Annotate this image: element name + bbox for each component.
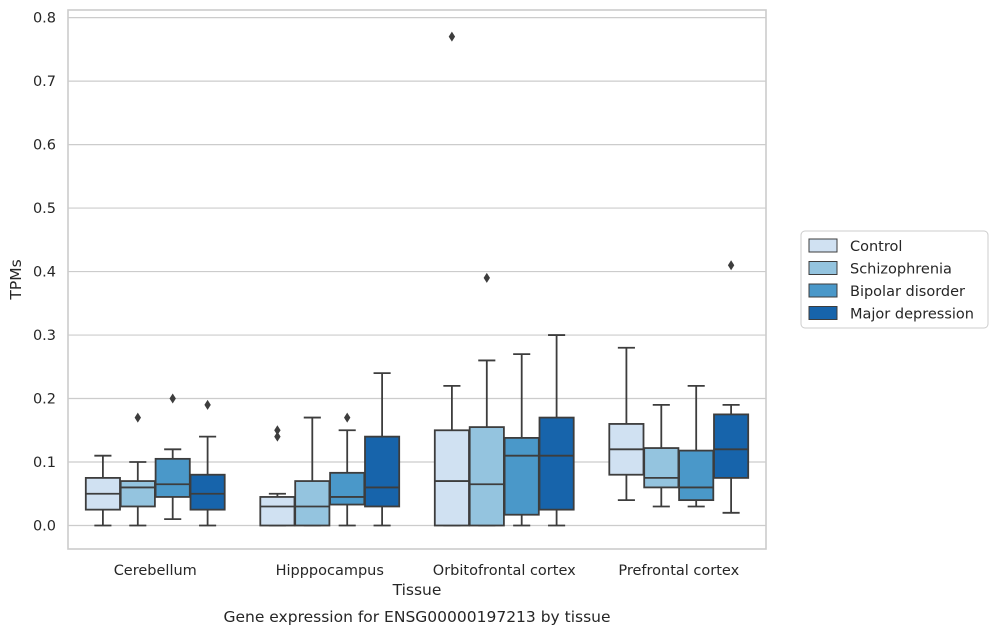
box-schizophrenia xyxy=(294,416,331,527)
outlier-point xyxy=(204,399,211,410)
legend-frame xyxy=(800,230,989,329)
outlier-point xyxy=(448,31,456,42)
box xyxy=(189,473,226,511)
y-tick-label: 0.5 xyxy=(33,201,56,217)
y-tick-label: 0.3 xyxy=(33,328,56,344)
legend-swatch xyxy=(808,283,838,298)
box-schizophrenia xyxy=(643,403,680,508)
y-tick-label: 0.4 xyxy=(33,265,56,281)
y-tick-label: 0.6 xyxy=(33,138,56,154)
box-major-depression xyxy=(189,399,226,527)
outlier-point xyxy=(274,431,281,442)
x-axis-title: Tissue xyxy=(392,581,442,599)
y-tick-label: 0.2 xyxy=(33,392,56,408)
box-bipolar-disorder xyxy=(503,353,540,527)
outlier-point xyxy=(274,425,281,436)
legend-swatch xyxy=(808,261,838,275)
legend-label: Bipolar disorder xyxy=(850,284,965,300)
x-tick-label: Prefrontal cortex xyxy=(618,563,739,579)
box-plots xyxy=(84,31,750,527)
y-tick-label: 0.7 xyxy=(33,74,56,90)
y-tick-label: 0.8 xyxy=(33,11,56,27)
box xyxy=(119,480,156,508)
outlier-point xyxy=(344,412,351,423)
box-control xyxy=(259,425,296,527)
x-tick-label: Cerebellum xyxy=(114,563,197,579)
x-tick-label: Hipppocampus xyxy=(276,563,384,579)
box-control xyxy=(433,31,470,527)
outlier-point xyxy=(483,272,490,283)
box xyxy=(503,436,540,516)
outlier-point xyxy=(169,393,176,404)
legend-label: Control xyxy=(850,239,902,255)
box-major-depression xyxy=(713,260,750,514)
box-bipolar-disorder xyxy=(329,412,366,527)
box-schizophrenia xyxy=(119,412,156,527)
box xyxy=(643,447,680,489)
box xyxy=(433,429,470,527)
box-bipolar-disorder xyxy=(678,384,715,508)
box xyxy=(468,426,505,527)
box xyxy=(678,449,715,502)
outlier-point xyxy=(727,260,735,271)
legend-swatch xyxy=(808,238,838,253)
box-control xyxy=(84,454,121,527)
outlier-point xyxy=(134,412,141,423)
y-tick-label: 0.0 xyxy=(33,519,56,535)
legend: Control Schizophrenia Bipolar disorder Majo… xyxy=(800,230,989,329)
box-major-depression xyxy=(538,334,575,527)
box-schizophrenia xyxy=(468,272,505,527)
box-bipolar-disorder xyxy=(154,393,191,521)
box xyxy=(154,457,191,498)
y-tick-labels: 0.0 0.1 0.2 0.3 0.4 0.5 0.6 0.7 0.8 xyxy=(33,11,56,535)
box xyxy=(294,480,331,527)
box xyxy=(259,496,296,527)
y-axis-title: TPMs xyxy=(7,259,25,300)
x-tick-label: Orbitofrontal cortex xyxy=(433,563,576,579)
chart-title: Gene expression for ENSG00000197213 by t… xyxy=(223,608,610,626)
x-tick-labels: Cerebellum Hipppocampus Orbitofrontal cort… xyxy=(114,563,740,579)
box xyxy=(364,435,401,508)
legend-swatch xyxy=(808,306,838,320)
y-tick-label: 0.1 xyxy=(33,455,56,471)
box xyxy=(713,413,750,479)
plot-frame xyxy=(67,9,767,550)
box xyxy=(329,471,366,506)
box xyxy=(538,416,575,511)
box-major-depression xyxy=(364,372,401,527)
legend-label: Major depression xyxy=(850,307,974,323)
legend-label: Schizophrenia xyxy=(850,262,952,278)
box-control xyxy=(608,346,645,502)
